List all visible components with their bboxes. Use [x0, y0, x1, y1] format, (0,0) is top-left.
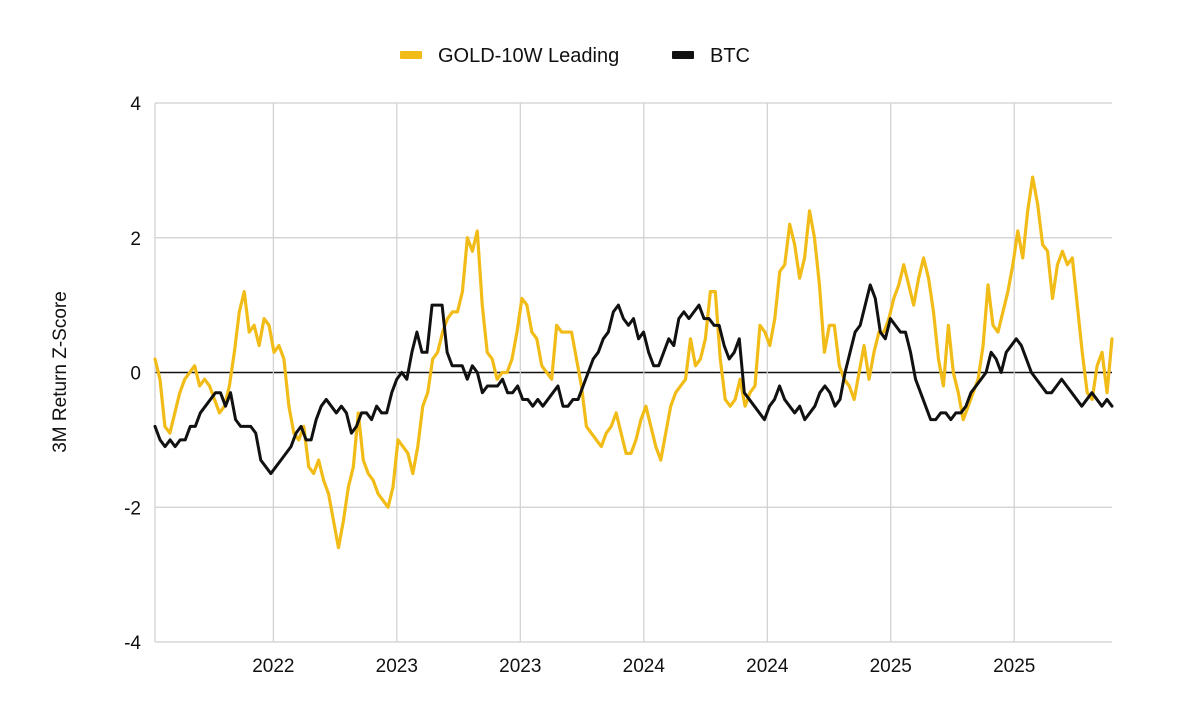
legend: GOLD-10W Leading BTC [400, 45, 750, 67]
x-tick-label: 2023 [499, 656, 541, 677]
plot-area [153, 175, 1114, 550]
grid [154, 102, 1112, 643]
y-tick-label: -2 [124, 498, 141, 519]
y-axis: 4 2 0 -2 -4 [124, 94, 141, 654]
series-line-btc [153, 283, 1114, 476]
legend-label-btc: BTC [710, 45, 750, 67]
x-axis: 2022 2023 2023 2024 2024 2025 2025 [252, 656, 1035, 677]
y-tick-label: 2 [130, 229, 141, 250]
x-tick-label: 2024 [746, 656, 789, 677]
series-line-gold [153, 175, 1114, 550]
y-tick-label: 0 [130, 364, 141, 385]
x-tick-label: 2024 [623, 656, 666, 677]
x-tick-label: 2022 [252, 656, 294, 677]
y-tick-label: 4 [130, 94, 141, 115]
legend-swatch-gold [400, 51, 422, 59]
x-tick-label: 2023 [376, 656, 418, 677]
legend-label-gold: GOLD-10W Leading [438, 45, 619, 67]
legend-swatch-btc [672, 51, 694, 59]
x-tick-label: 2025 [993, 656, 1035, 677]
x-tick-label: 2025 [870, 656, 912, 677]
y-tick-label: -4 [124, 633, 141, 654]
y-axis-label: 3M Return Z-Score [50, 291, 71, 453]
